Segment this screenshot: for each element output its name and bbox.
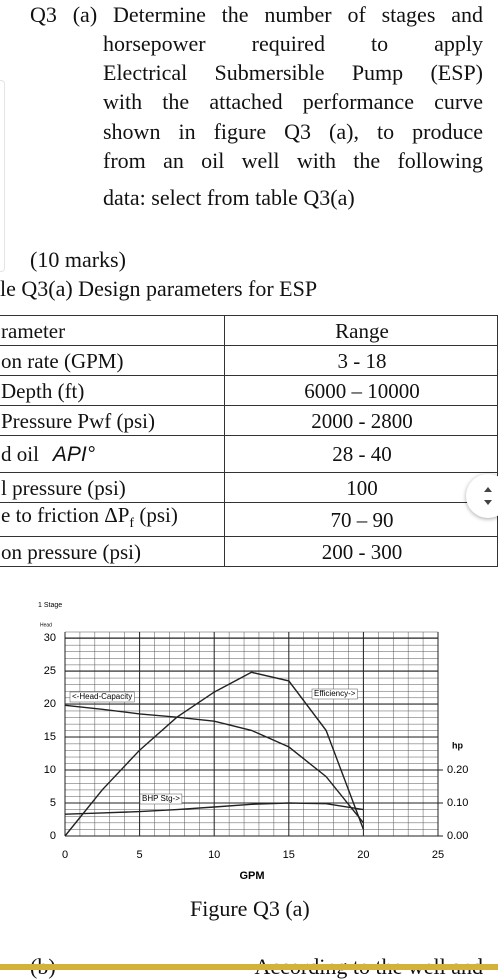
param-text: on pressure (psi) (1, 539, 141, 564)
table-row: e to friction ΔPf (psi) 70 – 90 (0, 501, 498, 538)
param-cell: Pressure Pwf (psi) (0, 405, 225, 436)
question-line: Electrical Submersible Pump (ESP) (103, 60, 483, 86)
table-row: d oil API° 28 - 40 (0, 435, 498, 473)
table-row: Pressure Pwf (psi) 2000 - 2800 (0, 405, 498, 436)
subscript: f (129, 516, 135, 532)
series-line (64, 704, 364, 824)
question-line: shown in figure Q3 (a), to produce (103, 118, 483, 144)
param-text: d oil (1, 441, 39, 466)
series-label-box (69, 691, 135, 703)
question-line: Q3 (a) Determine the number of stages an… (30, 2, 483, 27)
question-line: horsepower required to apply (103, 31, 483, 56)
param-text: (psi) (134, 503, 178, 527)
param-text: on rate (GPM) (1, 348, 124, 373)
param-cell: e to friction ΔPf (psi) (0, 501, 225, 538)
param-text: Pressure Pwf (psi) (1, 408, 155, 433)
range-cell: 100 (224, 472, 498, 503)
y2-tick-label: 0.10 (447, 797, 468, 809)
y-tick-label: 10 (44, 764, 56, 776)
x-axis-label: GPM (239, 870, 264, 882)
y-tick-label: 15 (44, 731, 56, 743)
y2-axis-label: hp (452, 740, 463, 750)
scroll-icon (484, 487, 492, 505)
highlight-bar (0, 964, 498, 970)
param-cell: on pressure (psi) (0, 536, 225, 568)
param-cell: Depth (ft) (0, 375, 225, 406)
range-cell: 6000 – 10000 (224, 375, 498, 406)
stage-label: 1 Stage (38, 602, 62, 609)
y-axis-label: Head (40, 622, 52, 628)
y2-tick-label: 0.20 (447, 764, 468, 776)
table-row: Depth (ft) 6000 – 10000 (0, 375, 498, 406)
series-label-box (311, 688, 358, 700)
range-cell: 2000 - 2800 (224, 405, 498, 436)
x-tick-label: 10 (208, 849, 220, 861)
y-tick-label: 25 (44, 665, 56, 677)
series-line (64, 671, 365, 837)
side-panel-edge (0, 80, 5, 272)
table-row: on rate (GPM) 3 - 18 (0, 345, 498, 376)
param-cell: d oil API° (0, 435, 225, 473)
range-cell: 28 - 40 (224, 435, 498, 473)
question-line: with the attached performance curve (103, 89, 483, 115)
question-line: data: select from table Q3(a) (103, 185, 355, 210)
header-cell: rameter (0, 315, 225, 346)
y-tick-label: 20 (44, 698, 56, 710)
x-tick-label: 0 (62, 849, 68, 861)
param-cell: l pressure (psi) (0, 472, 225, 503)
param-text: e to friction ΔP (1, 503, 130, 527)
table-row: on pressure (psi) 200 - 300 (0, 536, 498, 568)
param-cell: on rate (GPM) (0, 345, 225, 376)
series-label: <-Head-Capacity (72, 692, 132, 701)
figure-caption: Figure Q3 (a) (190, 896, 310, 921)
y-tick-label: 0 (50, 830, 56, 842)
scroll-button[interactable] (466, 474, 498, 518)
header-cell: Range (224, 315, 498, 346)
question-line: from an oil well with the following (103, 147, 483, 173)
range-cell: 70 – 90 (224, 501, 498, 538)
param-text: l pressure (psi) (1, 475, 126, 500)
param-text: Depth (ft) (1, 378, 85, 403)
y-tick-label: 30 (44, 632, 56, 644)
x-tick-label: 20 (357, 849, 369, 861)
y2-tick-label: 0.00 (447, 830, 468, 842)
series-line (64, 802, 364, 815)
design-table: rameter Range on rate (GPM) 3 - 18 Depth (f… (0, 315, 498, 568)
series-label: BHP Stg-> (142, 794, 180, 803)
range-cell: 200 - 300 (224, 536, 498, 568)
series-label: Efficiency-> (314, 689, 356, 698)
series-label-box (139, 793, 183, 805)
table-row: l pressure (psi) 100 (0, 472, 498, 503)
api-symbol: API° (52, 442, 96, 466)
x-tick-label: 5 (137, 849, 143, 861)
x-tick-label: 25 (432, 849, 444, 861)
x-tick-label: 15 (283, 849, 295, 861)
range-cell: 3 - 18 (224, 345, 498, 376)
table-caption: le Q3(a) Design parameters for ESP (0, 276, 318, 301)
table-header: rameter Range (0, 315, 498, 346)
marks: (10 marks) (30, 247, 126, 272)
y-tick-label: 5 (50, 797, 56, 809)
